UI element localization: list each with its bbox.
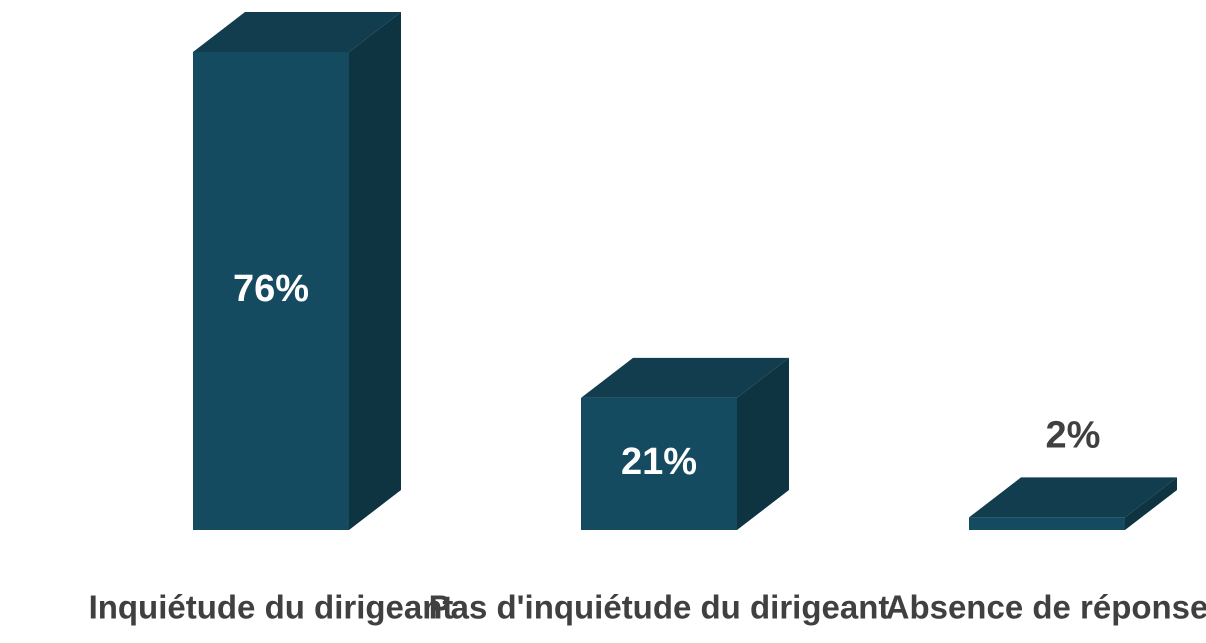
bar-top [581, 357, 789, 398]
x-tick-label: Pas d'inquiétude du dirigeant [429, 589, 890, 626]
bar-side [737, 357, 789, 530]
bar [969, 517, 1125, 530]
data-label: 2% [1046, 414, 1101, 456]
bar [581, 397, 737, 530]
bar-top [969, 477, 1177, 518]
bar-side [1125, 477, 1177, 530]
x-tick-label: Inquiétude du dirigeant [89, 589, 454, 626]
data-label: 21% [621, 441, 697, 483]
bar-top [193, 11, 401, 52]
data-label: 76% [233, 268, 309, 310]
bar [193, 51, 349, 531]
bar-side [349, 11, 401, 530]
x-tick-label: Absence de réponse [886, 589, 1206, 626]
